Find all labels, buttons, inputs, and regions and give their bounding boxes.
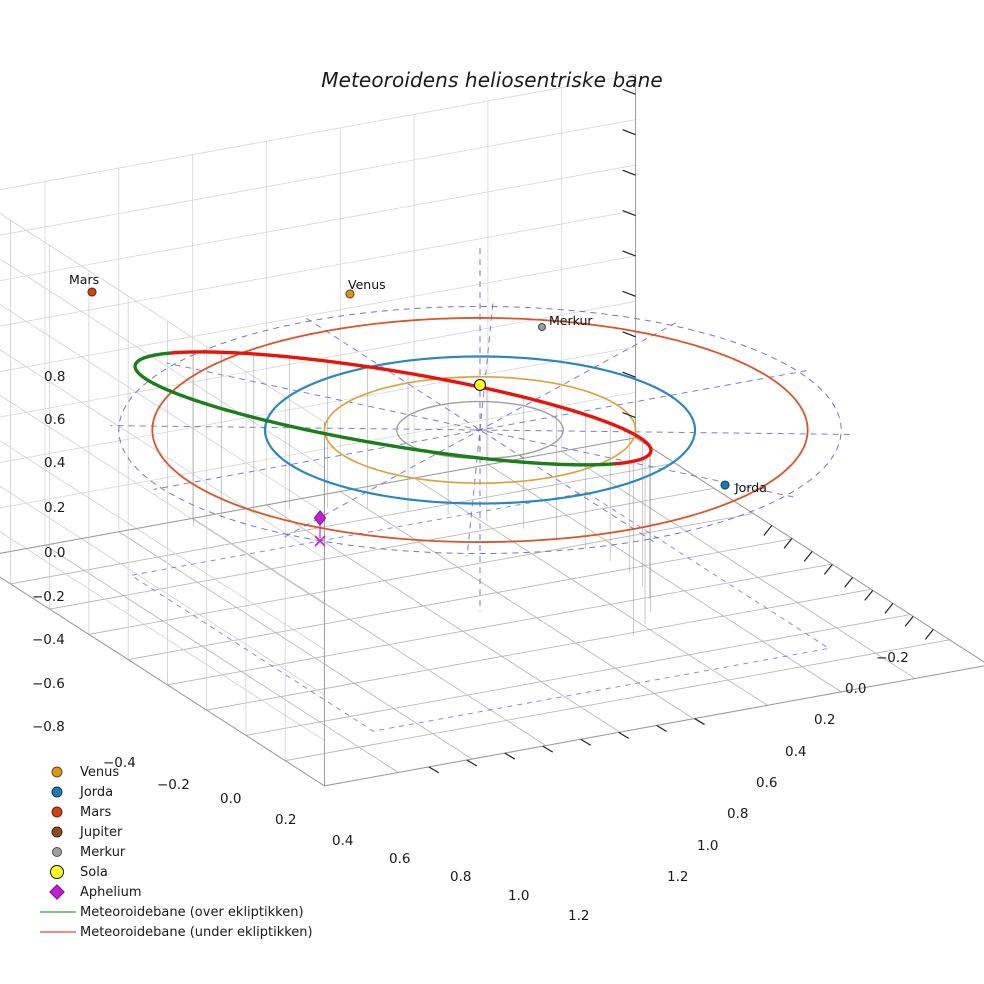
circle-marker-icon	[51, 786, 63, 798]
legend-item-label: Venus	[80, 764, 120, 780]
legend-item-venus[interactable]: Venus	[36, 762, 336, 782]
legend-line-swatch-icon	[40, 931, 76, 933]
legend-item-merkur[interactable]: Merkur	[36, 842, 336, 862]
legend-dot-key	[36, 762, 78, 782]
marker-jorda	[720, 480, 730, 490]
legend-dot-key	[36, 862, 78, 882]
legend-item-mars[interactable]: Mars	[36, 802, 336, 822]
y-tick-label-7: 1.2	[667, 869, 689, 885]
meteoroid-orbit-curve	[133, 350, 653, 467]
z-tick-label-5: −0.2	[32, 589, 65, 605]
circle-marker-icon	[52, 847, 62, 857]
x-tick-label-8: 1.2	[568, 908, 590, 924]
body-label-0: Mars	[69, 272, 100, 287]
z-tick-label-1: 0.6	[44, 412, 66, 428]
circle-marker-icon	[51, 806, 63, 818]
marker-sola	[473, 378, 487, 392]
legend-dot-key	[36, 842, 78, 862]
x-tick-label-4: 0.4	[332, 833, 354, 849]
z-tick-label-7: −0.6	[32, 676, 65, 692]
x-tick-label-5: 0.6	[389, 851, 411, 867]
body-label-3: Jorda	[735, 480, 767, 495]
legend-item-label: Merkur	[80, 844, 126, 860]
legend-item-label: Meteoroidebane (under ekliptikken)	[80, 924, 313, 940]
marker-mars	[87, 287, 97, 297]
diamond-marker-icon	[49, 884, 65, 900]
x-tick-label-1: −0.2	[157, 777, 190, 793]
legend-dot-key	[36, 802, 78, 822]
page-title: Meteoroidens heliosentriske bane	[321, 68, 663, 92]
legend-line-key	[36, 902, 78, 922]
legend-dot-key	[36, 822, 78, 842]
body-markers	[87, 287, 730, 547]
circle-marker-icon	[50, 865, 64, 879]
circle-marker-icon	[51, 766, 63, 778]
y-tick-label-5: 0.8	[727, 806, 749, 822]
legend-dot-key	[36, 782, 78, 802]
axis-tick-marks	[428, 88, 934, 774]
y-tick-label-1: 0.0	[845, 681, 867, 697]
legend-diamond-key	[36, 882, 78, 902]
legend-item-label: Jorda	[80, 784, 114, 800]
y-tick-label-3: 0.4	[785, 744, 807, 760]
legend-item-label: Mars	[80, 804, 112, 820]
marker-merkur	[537, 322, 547, 332]
y-tick-label-0: −0.2	[876, 650, 909, 666]
marker-aphelium	[313, 510, 327, 547]
legend-item-sola[interactable]: Sola	[36, 862, 336, 882]
y-tick-label-4: 0.6	[756, 775, 778, 791]
z-tick-label-0: 0.8	[44, 369, 66, 385]
legend-item-meteoroidebane[interactable]: Meteoroidebane (over ekliptikken)	[36, 902, 336, 922]
z-tick-label-2: 0.4	[44, 455, 66, 471]
body-label-2: Merkur	[549, 313, 593, 328]
z-tick-label-3: 0.2	[44, 500, 66, 516]
x-tick-label-0: −0.4	[103, 755, 136, 771]
body-label-1: Venus	[348, 277, 386, 292]
circle-marker-icon	[51, 826, 63, 838]
legend-item-label: Aphelium	[80, 884, 142, 900]
x-tick-label-2: 0.0	[220, 791, 242, 807]
legend-line-key	[36, 922, 78, 942]
legend: Venus Jorda Mars Jupiter Merkur Sola Aphelium M…	[36, 762, 336, 942]
legend-line-swatch-icon	[40, 911, 76, 913]
x-tick-label-7: 1.0	[508, 888, 530, 904]
legend-item-label: Jupiter	[80, 824, 123, 840]
legend-item-aphelium[interactable]: Aphelium	[36, 882, 336, 902]
legend-item-meteoroidebane[interactable]: Meteoroidebane (under ekliptikken)	[36, 922, 336, 942]
legend-item-jupiter[interactable]: Jupiter	[36, 822, 336, 842]
y-tick-label-2: 0.2	[814, 712, 836, 728]
legend-item-label: Sola	[80, 864, 108, 880]
z-tick-label-4: 0.0	[44, 545, 66, 561]
x-tick-label-3: 0.2	[275, 812, 297, 828]
legend-item-jorda[interactable]: Jorda	[36, 782, 336, 802]
x-tick-label-6: 0.8	[450, 869, 472, 885]
legend-item-label: Meteoroidebane (over ekliptikken)	[80, 904, 304, 920]
y-tick-label-6: 1.0	[697, 838, 719, 854]
z-tick-label-6: −0.4	[32, 632, 65, 648]
marker-venus	[345, 289, 355, 299]
z-tick-label-8: −0.8	[32, 719, 65, 735]
